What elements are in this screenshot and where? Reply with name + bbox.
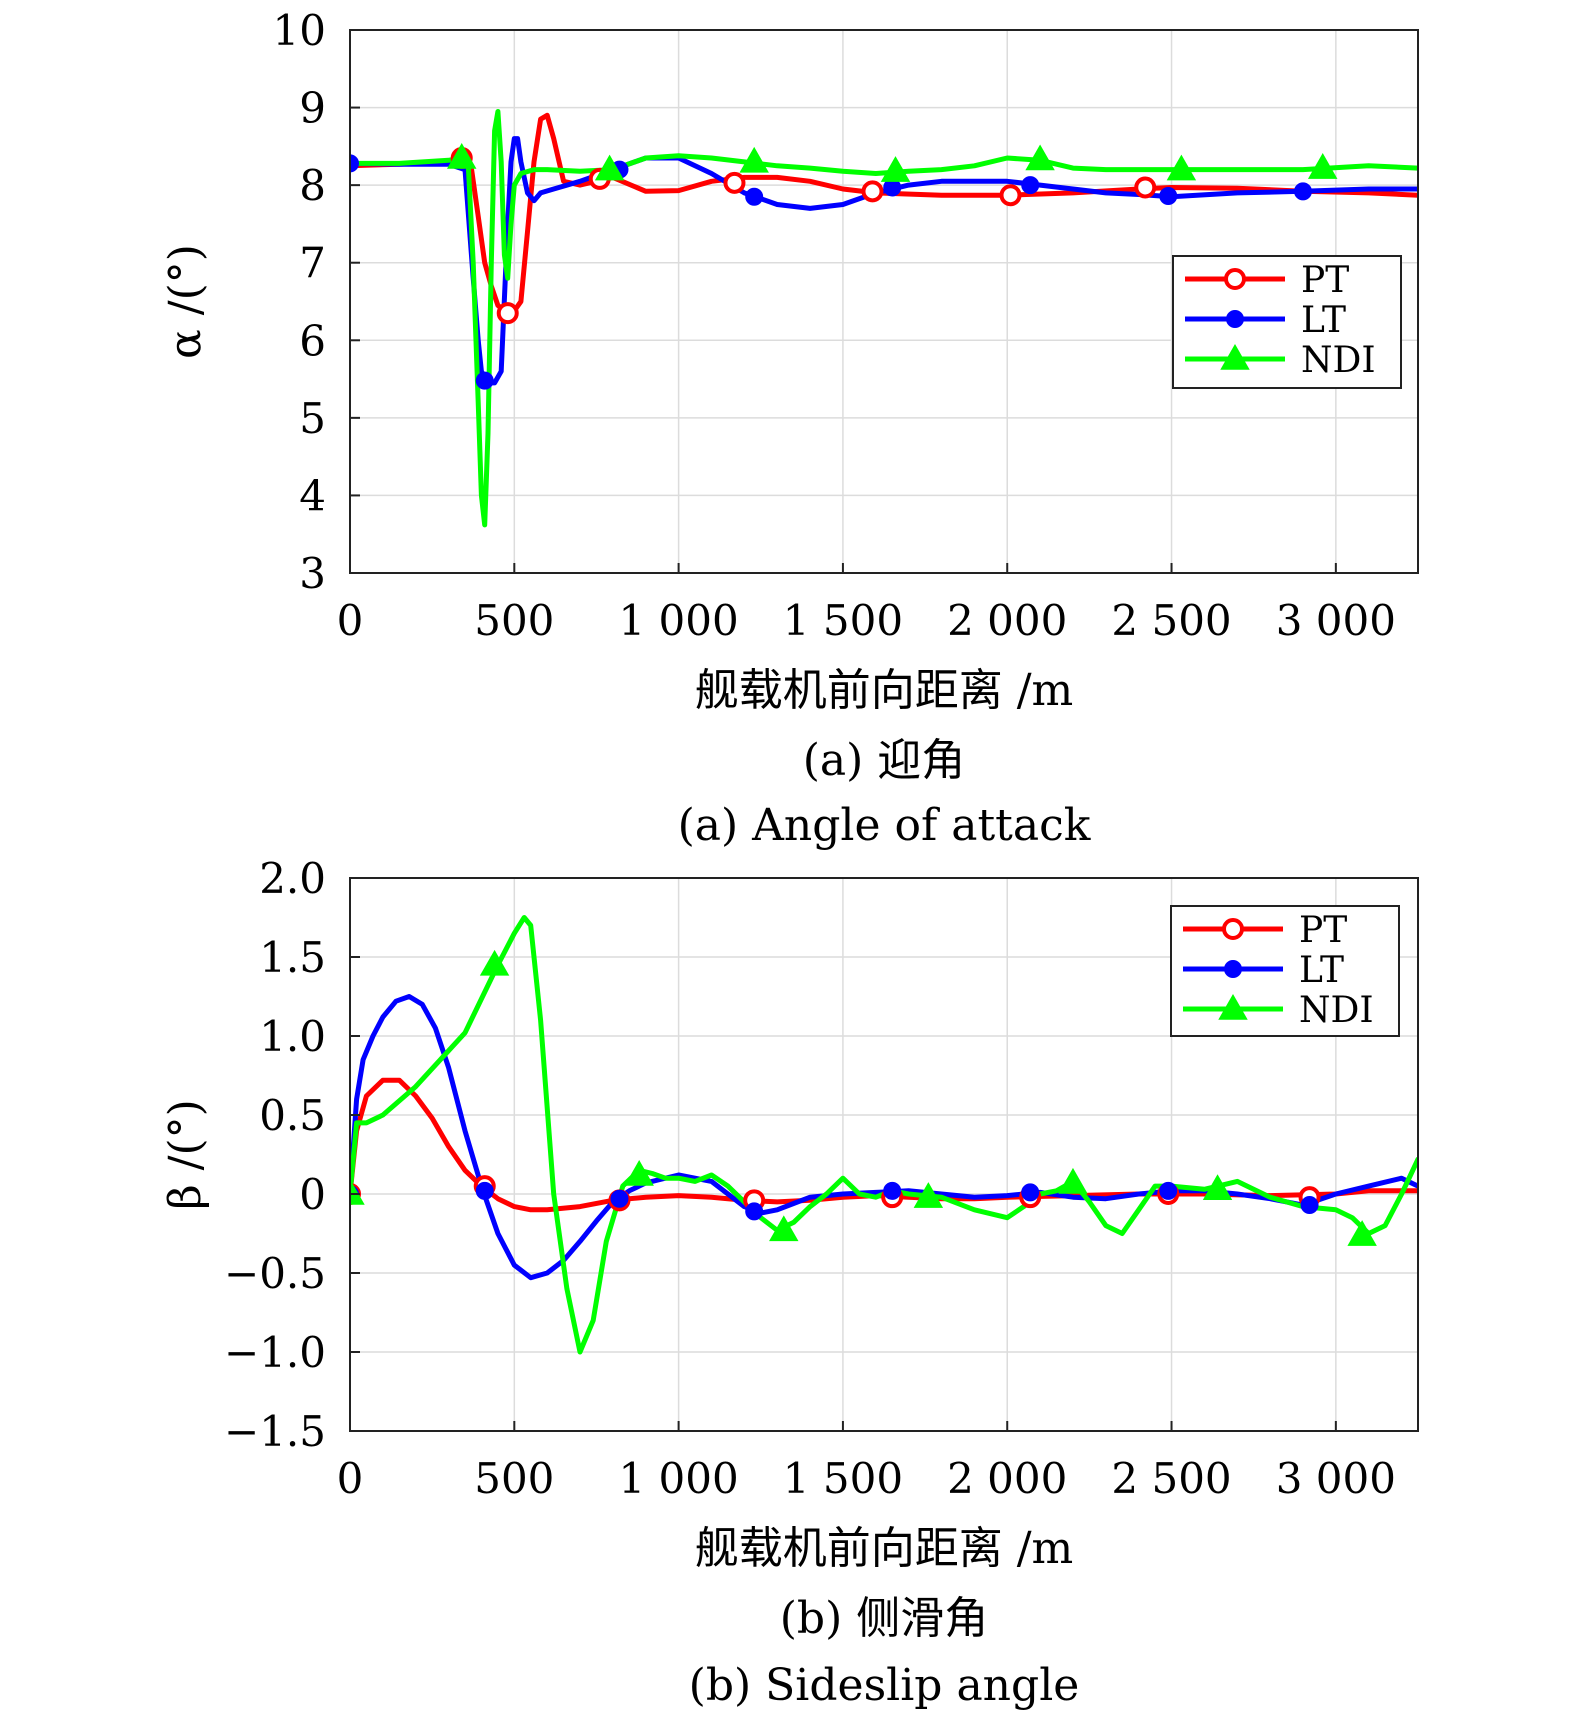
series-group (350, 109, 1418, 528)
plot-frame (349, 29, 1419, 574)
legend-marker-ndi (1218, 993, 1248, 1020)
series-line-lt (350, 994, 1418, 1281)
legend-label-ndi: NDI (1301, 340, 1376, 381)
marker-lt (1159, 1181, 1178, 1200)
marker-lt (1293, 182, 1312, 201)
caption-chinese: (b) 侧滑角 (780, 1593, 988, 1644)
x-tick-label: 0 (337, 596, 364, 645)
y-tick-label: 9 (299, 84, 326, 133)
y-tick-label: 2.0 (259, 854, 326, 903)
y-tick-label: 3 (299, 549, 326, 598)
x-axis-label: 舰载机前向距离 /m (695, 665, 1074, 716)
marker-lt (610, 1189, 629, 1208)
chart-sideslip-angle: 0 500 1 000 1 500 2 000 2 500 3 000 −1.5 −1.0 −0.… (160, 854, 1419, 1711)
marker-lt (1021, 176, 1040, 195)
caption-english: (a) Angle of attack (678, 800, 1091, 851)
y-tick-label: −0.5 (224, 1249, 326, 1298)
marker-lt (883, 1181, 902, 1200)
marker-ndi (350, 1178, 365, 1205)
legend-marker-lt (1226, 310, 1244, 328)
marker-lt (475, 1181, 494, 1200)
chart-angle-of-attack: 0 500 1 000 1 500 2 000 2 500 3 000 3 4 5 6 7 8 9 10 舰载… (160, 6, 1419, 851)
marker-ndi (769, 1215, 799, 1242)
series-line-ndi (350, 915, 1418, 1355)
legend-label-pt: PT (1299, 910, 1347, 951)
marker-ndi (624, 1160, 654, 1186)
legend-marker-lt (1224, 960, 1242, 978)
legend-label-pt: PT (1301, 260, 1349, 301)
marker-ndi (1166, 154, 1197, 181)
x-tick-label: 500 (474, 1454, 554, 1503)
marker-pt (1134, 176, 1157, 199)
marker-ndi (1058, 1167, 1088, 1194)
marker-ndi (479, 949, 510, 976)
marker-ndi (913, 1182, 944, 1208)
x-tick-label: 3 000 (1276, 596, 1396, 645)
marker-lt (475, 371, 494, 390)
marker-ndi (447, 142, 477, 169)
y-tick-label: 10 (273, 6, 326, 55)
legend-marker-pt (1224, 268, 1246, 290)
caption-chinese: (a) 迎角 (803, 735, 966, 786)
legend-marker-ndi (1220, 343, 1250, 370)
y-axis-label: β /(°) (160, 1099, 211, 1210)
marker-ndi (1307, 153, 1338, 179)
y-tick-label: 1.0 (259, 1012, 326, 1061)
y-tick-label: 6 (299, 316, 326, 365)
x-tick-label: 3 000 (1276, 1454, 1396, 1503)
y-tick-label: 1.5 (259, 933, 326, 982)
x-tick-label: 2 500 (1111, 596, 1231, 645)
legend-label-ndi: NDI (1299, 990, 1374, 1031)
y-tick-label: 5 (299, 394, 326, 443)
marker-lt (745, 187, 764, 206)
caption-english: (b) Sideslip angle (689, 1660, 1080, 1711)
y-tick-label: 0.5 (259, 1091, 326, 1140)
marker-pt (861, 180, 884, 203)
legend-label-lt: LT (1301, 300, 1346, 341)
x-axis-label: 舰载机前向距离 /m (695, 1523, 1074, 1574)
legend-label-lt: LT (1299, 950, 1344, 991)
marker-lt (350, 154, 359, 173)
marker-ndi (880, 156, 911, 182)
marker-ndi (594, 154, 625, 181)
y-axis-label: α /(°) (160, 244, 211, 359)
marker-pt (999, 184, 1022, 207)
marker-pt (496, 302, 519, 325)
x-tick-label: 2 000 (947, 596, 1067, 645)
marker-pt (723, 171, 746, 194)
plot-frame (349, 877, 1419, 1432)
marker-ndi (1347, 1220, 1377, 1246)
x-tick-label: 500 (474, 596, 554, 645)
legend-marker-pt (1222, 918, 1244, 940)
series-line-pt (350, 112, 1418, 316)
x-tick-label: 1 000 (618, 596, 738, 645)
marker-lt (1159, 187, 1178, 206)
x-tick-label: 0 (337, 1454, 364, 1503)
y-tick-label: −1.0 (224, 1328, 326, 1377)
x-tick-label: 2 500 (1111, 1454, 1231, 1503)
y-tick-label: 4 (299, 471, 326, 520)
series-group (350, 915, 1418, 1355)
marker-lt (1300, 1196, 1319, 1215)
y-tick-label: −1.5 (224, 1407, 326, 1456)
x-tick-label: 1 000 (618, 1454, 738, 1503)
marker-lt (745, 1202, 764, 1221)
series-line-pt (350, 1077, 1418, 1213)
x-tick-label: 1 500 (783, 596, 903, 645)
x-tick-label: 2 000 (947, 1454, 1067, 1503)
marker-lt (1021, 1183, 1040, 1202)
x-tick-label: 1 500 (783, 1454, 903, 1503)
marker-ndi (1202, 1174, 1233, 1201)
y-tick-label: 8 (299, 161, 326, 210)
y-tick-label: 0 (299, 1170, 326, 1219)
marker-ndi (739, 146, 769, 173)
y-tick-label: 7 (299, 239, 326, 288)
marker-ndi (1025, 144, 1055, 171)
